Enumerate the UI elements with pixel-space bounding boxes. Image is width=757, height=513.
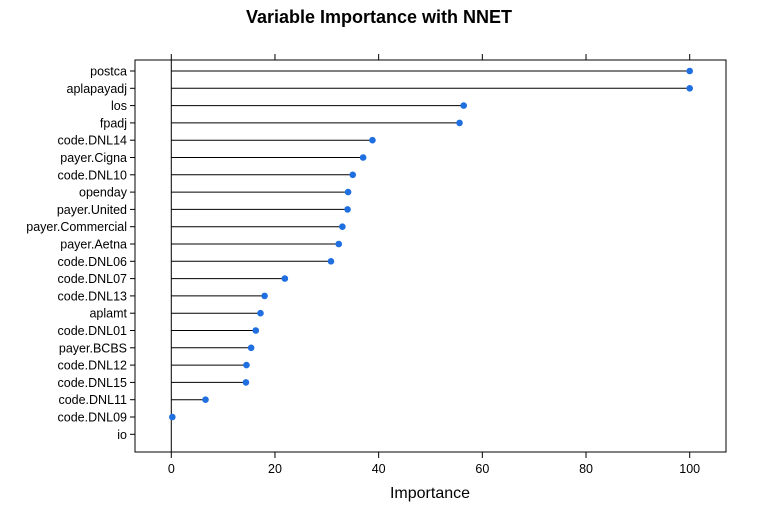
x-tick-label: 100 bbox=[679, 462, 700, 476]
importance-point bbox=[252, 327, 260, 334]
importance-point bbox=[339, 223, 346, 230]
plot-area: 0 20 40 60 80 100 postca aplapayadj los fpadj code… bbox=[26, 54, 727, 476]
category-label: code.DNL10 bbox=[58, 168, 128, 182]
category-label: code.DNL06 bbox=[58, 255, 128, 269]
category-label: payer.Aetna bbox=[60, 238, 127, 252]
category-label: code.DNL11 bbox=[58, 393, 127, 407]
category-label: openday bbox=[79, 186, 128, 200]
importance-point bbox=[359, 154, 367, 161]
chart-title: Variable Importance with NNET bbox=[246, 7, 512, 27]
importance-point bbox=[281, 275, 289, 282]
importance-point bbox=[369, 136, 376, 144]
category-label: aplamt bbox=[89, 307, 127, 321]
x-axis-label: Importance bbox=[390, 485, 470, 502]
x-tick-label: 80 bbox=[579, 462, 593, 476]
category-label: postca bbox=[90, 65, 127, 79]
category-label: payer.BCBS bbox=[59, 341, 127, 355]
importance-point bbox=[243, 361, 250, 369]
plot-frame bbox=[134, 59, 727, 453]
category-label: los bbox=[111, 99, 127, 113]
category-label: io bbox=[117, 428, 127, 442]
category-label: code.DNL07 bbox=[58, 272, 128, 286]
category-label: code.DNL12 bbox=[58, 359, 128, 373]
importance-point bbox=[261, 292, 268, 300]
importance-point bbox=[327, 258, 335, 265]
importance-point bbox=[456, 119, 463, 127]
importance-point bbox=[686, 85, 694, 92]
category-label: code.DNL09 bbox=[58, 411, 128, 425]
importance-point bbox=[344, 188, 352, 196]
x-tick-label: 20 bbox=[268, 462, 282, 476]
importance-point bbox=[242, 379, 250, 386]
category-label: payer.United bbox=[57, 203, 127, 217]
importance-point bbox=[686, 67, 694, 75]
importance-point bbox=[349, 171, 357, 179]
x-tick-label: 40 bbox=[372, 462, 386, 476]
importance-point bbox=[460, 102, 467, 109]
importance-point bbox=[247, 344, 255, 352]
importance-point bbox=[335, 240, 343, 248]
category-label: code.DNL14 bbox=[58, 134, 128, 148]
category-label: code.DNL15 bbox=[58, 376, 128, 390]
importance-point bbox=[257, 309, 264, 317]
category-label: payer.Cigna bbox=[60, 151, 127, 165]
category-label: code.DNL13 bbox=[58, 289, 128, 303]
x-tick-label: 0 bbox=[168, 462, 175, 476]
importance-point bbox=[202, 396, 209, 404]
category-label: payer.Commercial bbox=[26, 220, 127, 234]
x-tick-label: 60 bbox=[475, 462, 489, 476]
category-label: aplapayadj bbox=[67, 82, 127, 96]
importance-point bbox=[169, 413, 176, 421]
category-label: fpadj bbox=[100, 116, 127, 130]
importance-point bbox=[344, 206, 351, 213]
category-label: code.DNL01 bbox=[58, 324, 128, 338]
